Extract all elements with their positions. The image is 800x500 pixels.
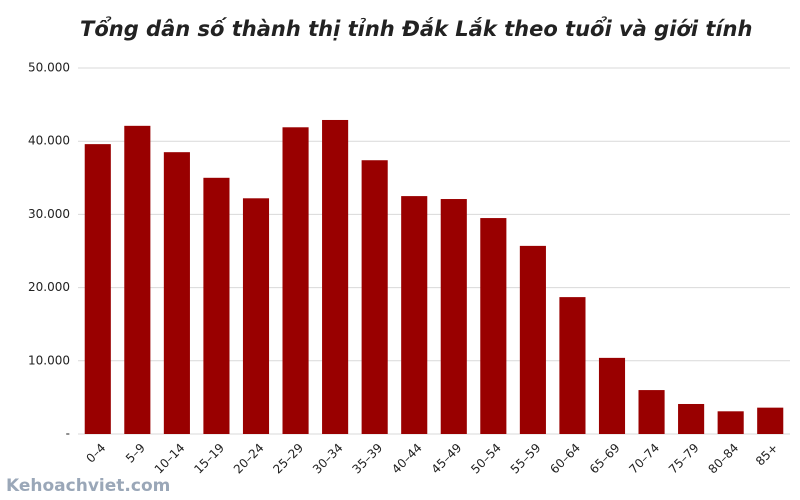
x-tick-label: 55–59 — [508, 441, 544, 477]
y-tick-label: 30.000 — [28, 207, 70, 221]
bar — [678, 403, 705, 434]
x-tick-label: 45–49 — [429, 441, 465, 477]
chart-title: Tổng dân số thành thị tỉnh Đắk Lắk theo … — [80, 16, 752, 41]
bar — [401, 196, 428, 434]
bar — [717, 411, 744, 434]
bar — [440, 199, 467, 434]
x-tick-label: 80–84 — [706, 441, 742, 477]
y-tick-label: 10.000 — [28, 353, 70, 367]
watermark: Kehoachviet.com — [6, 476, 170, 496]
x-tick-label: 30–34 — [310, 441, 346, 477]
y-tick-label: 50.000 — [28, 61, 70, 75]
x-tick-label: 35–39 — [350, 441, 386, 477]
bar — [361, 160, 388, 434]
x-tick-label: 40–44 — [389, 441, 425, 477]
x-tick-label: 25–29 — [270, 441, 306, 477]
bar — [480, 218, 507, 434]
x-tick-label: 75–79 — [666, 441, 702, 477]
x-tick-label: 5–9 — [123, 441, 148, 466]
x-tick-label: 20–24 — [231, 441, 267, 477]
bar — [124, 125, 151, 434]
y-tick-label: 20.000 — [28, 280, 70, 294]
bar — [598, 357, 626, 434]
bar — [203, 177, 230, 435]
x-tick-label: 50–54 — [468, 441, 504, 477]
x-tick-label: 15–19 — [191, 441, 227, 477]
y-tick-label: 40.000 — [28, 134, 70, 148]
x-tick-label: 60–64 — [547, 441, 583, 477]
bar — [163, 152, 190, 434]
x-tick-label: 65–69 — [587, 441, 623, 477]
bar — [559, 297, 586, 434]
x-tick-label: 70–74 — [626, 441, 662, 477]
bar — [638, 390, 665, 434]
bar — [84, 144, 111, 435]
bar — [242, 198, 270, 434]
bar — [519, 245, 546, 434]
bar — [757, 407, 784, 434]
bar — [322, 119, 349, 435]
x-tick-label: 0–4 — [83, 441, 108, 466]
bar — [282, 127, 309, 435]
x-tick-label: 10–14 — [152, 441, 188, 477]
y-tick-label: - — [66, 427, 70, 441]
x-tick-label: 85+ — [753, 441, 781, 469]
